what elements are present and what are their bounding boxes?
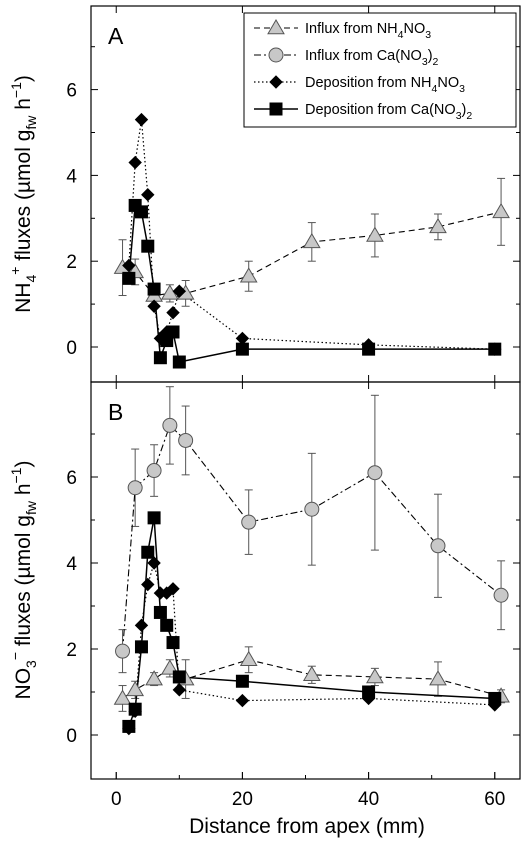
data-point-square [488,342,502,356]
y-axis-label: NH4+ fluxes (µmol gfw h−1) [7,75,39,313]
data-point-square [362,342,376,356]
data-point-triangle [113,689,132,705]
data-point-square [122,719,136,733]
data-point-triangle [126,680,145,697]
data-point-diamond [166,582,180,596]
data-point-circle [430,538,446,554]
data-point-triangle [366,226,384,242]
plot-frame [90,381,521,780]
data-point-square [122,271,136,285]
legend-marker-diamond [269,75,283,89]
data-point-triangle [429,217,447,234]
data-point-square [147,511,161,525]
legend-label: Influx from Ca(NO3)2 [305,48,439,68]
data-point-circle [115,643,131,659]
data-point-diamond [172,284,187,298]
data-point-square [134,205,148,219]
data-point-triangle [145,670,163,686]
data-point-circle [367,465,383,481]
data-point-diamond [134,618,149,633]
data-point-triangle [366,667,384,684]
x-tick-label: 0 [111,789,122,810]
panel-a: 0 2 4 6 A NH4+ fluxes (µmol gfw h−1) [7,5,521,383]
data-point-square [235,342,249,356]
data-point-square [134,640,148,654]
x-axis: 0 20 40 60 [111,772,505,810]
x-tick-label: 20 [232,789,253,810]
data-point-diamond [122,258,136,273]
data-point-diamond [128,155,142,170]
legend-marker-triangle [267,19,285,35]
data-point-square [128,702,142,716]
data-point-square [141,545,155,559]
legend-box [243,12,517,128]
y-tick-label: 2 [66,640,77,661]
data-point-square [153,605,167,619]
data-point-circle [304,501,320,517]
data-point-diamond [147,556,161,570]
panel-letter: B [108,399,123,425]
x-tick-label: 40 [358,789,379,810]
data-point-diamond [166,305,180,320]
data-point-diamond [141,187,155,202]
legend-label: Deposition from NH4NO3 [305,75,465,95]
y-tick-label: 2 [66,252,77,273]
data-point-triangle [239,267,258,283]
data-point-triangle [492,202,510,219]
panel-b: 0 2 4 6 B NO3− fluxes (µmol gfw h−1) [7,381,521,780]
data-point-circle [241,514,257,530]
legend: Influx from NH4NO3 Influx from Ca(NO3)2 De… [243,12,517,128]
x-axis-label: Distance from apex (mm) [189,815,425,838]
data-point-triangle [239,650,258,667]
data-point-square [166,325,180,339]
data-point-diamond [134,112,149,127]
series-line [122,659,502,699]
data-point-square [153,351,167,365]
data-point-square [362,685,376,699]
legend-label: Deposition from Ca(NO3)2 [305,102,472,122]
data-point-square [141,239,155,253]
legend-label: Influx from NH4NO3 [305,21,431,41]
series-circle [118,386,506,674]
data-point-diamond [235,693,250,708]
data-point-circle [162,417,178,433]
data-point-circle [146,463,162,479]
data-point-square [147,282,161,296]
data-point-circle [493,587,509,603]
y-tick-label: 6 [66,468,77,489]
data-point-triangle [302,665,321,682]
panel-letter: A [108,23,124,49]
data-point-square [488,691,502,705]
series-layer [113,112,510,369]
data-point-square [172,670,186,684]
legend-marker-circle [268,47,284,63]
x-tick-label: 60 [484,789,505,810]
y-tick-label: 0 [66,726,77,747]
data-point-circle [127,480,143,496]
data-point-triangle [302,232,321,249]
data-point-diamond [147,299,161,313]
series-line [121,424,502,652]
data-point-square [160,618,174,632]
data-point-diamond [235,331,250,346]
data-point-square [172,355,186,369]
data-point-circle [178,432,194,448]
y-tick-label: 6 [66,81,77,102]
data-point-square [235,674,249,688]
series-layer [113,386,510,736]
legend-marker-square [269,102,283,116]
y-tick-label: 4 [66,166,77,187]
data-point-square [166,636,180,650]
y-tick-label: 4 [66,554,77,575]
y-tick-label: 0 [66,338,77,359]
data-point-diamond [141,577,155,592]
series-diamond [128,562,495,729]
data-point-diamond [172,683,187,697]
series-line [128,562,495,729]
data-point-triangle [429,670,447,686]
y-axis-label: NO3− fluxes (µmol gfw h−1) [7,461,39,700]
